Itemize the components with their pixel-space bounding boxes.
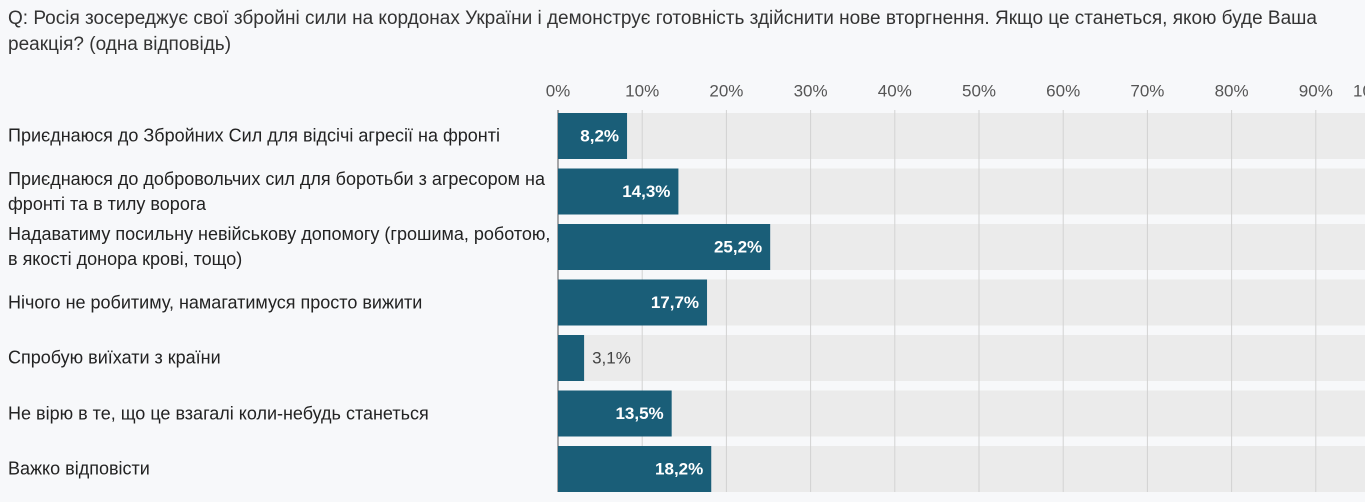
bar [558, 168, 679, 215]
category-label: Приєднаюся до добровольчих сил для борот… [8, 168, 545, 214]
value-label: 13,5% [615, 404, 663, 423]
bar [558, 335, 585, 381]
value-label: 17,7% [651, 293, 699, 312]
x-tick-label: 20% [709, 81, 743, 100]
x-tick-label: 50% [962, 81, 996, 100]
bar [558, 446, 712, 492]
chart-title: Q: Росія зосереджує свої збройні сили на… [8, 8, 1317, 55]
x-tick-label: 70% [1130, 81, 1164, 100]
category-label: Спробую виїхати з країни [8, 347, 221, 368]
bar [558, 224, 771, 270]
x-tick-label: 40% [878, 81, 912, 100]
bar-track [558, 390, 1365, 437]
bar-track [558, 168, 1365, 215]
category-label: Надаватиму посильну невійськову допомогу… [8, 224, 551, 269]
x-tick-label: 0% [546, 81, 571, 100]
value-label: 18,2% [655, 459, 703, 478]
category-label: Не вірю в те, що це взагалі коли-небудь … [8, 403, 429, 423]
bar [558, 390, 672, 437]
bar-track [558, 335, 1365, 381]
bar [558, 113, 628, 159]
value-label: 25,2% [714, 237, 762, 256]
bar [558, 279, 708, 326]
x-tick-label: 90% [1299, 81, 1333, 100]
value-label: 8,2% [580, 126, 619, 145]
category-label: Нічого не робитиму, намагатимуся просто … [8, 292, 423, 312]
x-tick-label: 100% [1353, 81, 1365, 100]
x-tick-label: 80% [1215, 81, 1249, 100]
x-tick-label: 10% [625, 81, 659, 100]
x-tick-label: 60% [1046, 81, 1080, 100]
value-label: 3,1% [592, 348, 631, 367]
category-label: Приєднаюся до Збройних Сил для відсічі а… [8, 125, 500, 146]
bar-track [558, 113, 1365, 159]
x-tick-label: 30% [794, 81, 828, 100]
category-label: Важко відповісти [8, 458, 150, 479]
value-label: 14,3% [622, 182, 670, 201]
